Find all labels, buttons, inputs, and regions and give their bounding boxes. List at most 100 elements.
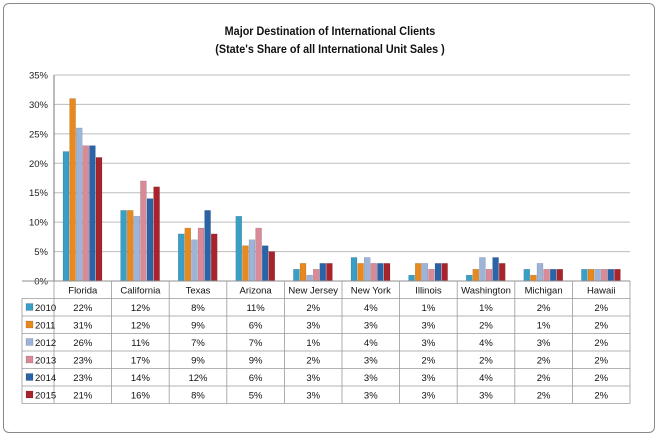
bar-washington-2015: [499, 263, 506, 282]
data-label: 2%: [306, 303, 320, 314]
legend-label: 2015: [35, 391, 56, 402]
data-label: 8%: [191, 303, 205, 314]
chart-title: Major Destination of International Clien…: [224, 24, 436, 38]
data-label: 26%: [73, 338, 93, 349]
data-label: 3%: [306, 391, 320, 402]
legend-swatch-2011: [25, 320, 34, 329]
category-label: Texas: [186, 286, 211, 297]
bar-hawaii-2015: [614, 269, 621, 282]
bar-illinois-2013: [428, 269, 435, 282]
data-label: 2%: [594, 321, 608, 332]
legend-swatch-2013: [25, 355, 34, 364]
data-label: 6%: [249, 373, 263, 384]
legend-label: 2010: [35, 303, 56, 314]
category-label: Arizona: [239, 286, 272, 297]
bar-arizona-2013: [255, 227, 262, 282]
bar-new-york-2012: [364, 257, 371, 282]
bar-california-2015: [153, 186, 160, 282]
bar-michigan-2011: [530, 274, 537, 282]
category-label: Washington: [461, 286, 511, 297]
data-label: 21%: [73, 391, 93, 402]
legend-swatch-2012: [25, 338, 34, 346]
bar-hawaii-2014: [607, 269, 614, 282]
data-label: 31%: [73, 321, 93, 332]
bar-new-jersey-2015: [326, 263, 333, 282]
y-tick-label: 15%: [29, 188, 49, 199]
bars: [62, 98, 621, 282]
category-label: Florida: [68, 286, 98, 297]
bar-florida-2014: [89, 145, 96, 282]
bar-new-york-2014: [377, 263, 384, 282]
bar-florida-2013: [82, 145, 90, 282]
y-tick-label: 30%: [29, 100, 49, 111]
bar-arizona-2011: [242, 245, 249, 282]
bar-arizona-2010: [235, 216, 243, 282]
data-label: 3%: [537, 338, 551, 349]
data-label: 16%: [131, 391, 151, 402]
data-label: 7%: [249, 338, 263, 349]
data-label: 2%: [479, 356, 493, 367]
bar-new-jersey-2013: [313, 269, 320, 282]
data-label: 9%: [249, 356, 263, 367]
bar-michigan-2010: [523, 269, 530, 282]
data-label: 2%: [537, 356, 551, 367]
category-label: New Jersey: [288, 286, 338, 297]
data-label: 6%: [249, 321, 263, 332]
bar-washington-2010: [466, 274, 473, 282]
data-label: 12%: [131, 303, 151, 314]
data-label: 14%: [131, 373, 151, 384]
bar-hawaii-2012: [594, 269, 601, 282]
legend-swatch-2010: [25, 303, 34, 311]
data-label: 12%: [131, 321, 151, 332]
data-label: 23%: [73, 373, 93, 384]
legend-label: 2014: [35, 373, 56, 384]
bar-new-york-2015: [383, 263, 391, 282]
bar-arizona-2014: [262, 245, 269, 282]
category-label: New York: [351, 286, 391, 297]
data-label: 3%: [364, 321, 378, 332]
data-label: 1%: [479, 303, 493, 314]
bar-arizona-2012: [248, 239, 256, 282]
data-label: 23%: [73, 356, 93, 367]
bar-texas-2010: [177, 233, 185, 282]
bar-hawaii-2010: [581, 269, 588, 282]
data-label: 1%: [537, 321, 551, 332]
data-label: 2%: [537, 391, 551, 402]
legend-swatch-2014: [25, 373, 34, 381]
bar-texas-2014: [204, 210, 211, 282]
bar-hawaii-2013: [601, 269, 608, 282]
bar-texas-2012: [191, 239, 198, 282]
y-tick-label: 0%: [34, 277, 48, 288]
bar-illinois-2015: [441, 263, 448, 282]
y-tick-label: 5%: [34, 247, 48, 258]
bar-florida-2010: [62, 151, 70, 282]
category-label: Hawaii: [587, 286, 616, 297]
bar-new-jersey-2011: [299, 263, 307, 282]
bar-washington-2012: [479, 257, 486, 282]
bar-michigan-2014: [550, 269, 557, 282]
chart-subtitle: (State's Share of all International Unit…: [215, 42, 445, 56]
data-label: 2%: [594, 391, 608, 402]
bar-hawaii-2011: [587, 269, 595, 282]
bar-arizona-2015: [268, 251, 275, 282]
data-label: 8%: [191, 391, 205, 402]
y-tick-label: 25%: [29, 129, 49, 140]
data-label: 1%: [422, 303, 436, 314]
category-label: California: [120, 286, 161, 297]
y-tick-label: 10%: [29, 218, 49, 229]
legend-label: 2012: [35, 338, 56, 349]
data-label: 3%: [364, 373, 378, 384]
data-label: 12%: [188, 373, 208, 384]
bar-illinois-2012: [421, 263, 428, 282]
data-label: 9%: [191, 356, 205, 367]
bar-florida-2012: [75, 127, 83, 282]
bar-new-jersey-2014: [319, 263, 326, 282]
data-label: 7%: [191, 338, 205, 349]
category-label: Michigan: [525, 286, 563, 297]
data-label: 2%: [479, 321, 493, 332]
data-label: 2%: [537, 303, 551, 314]
data-label: 2%: [594, 373, 608, 384]
category-label: Illinois: [415, 286, 442, 297]
bar-new-jersey-2012: [306, 274, 313, 282]
data-label: 1%: [306, 338, 320, 349]
